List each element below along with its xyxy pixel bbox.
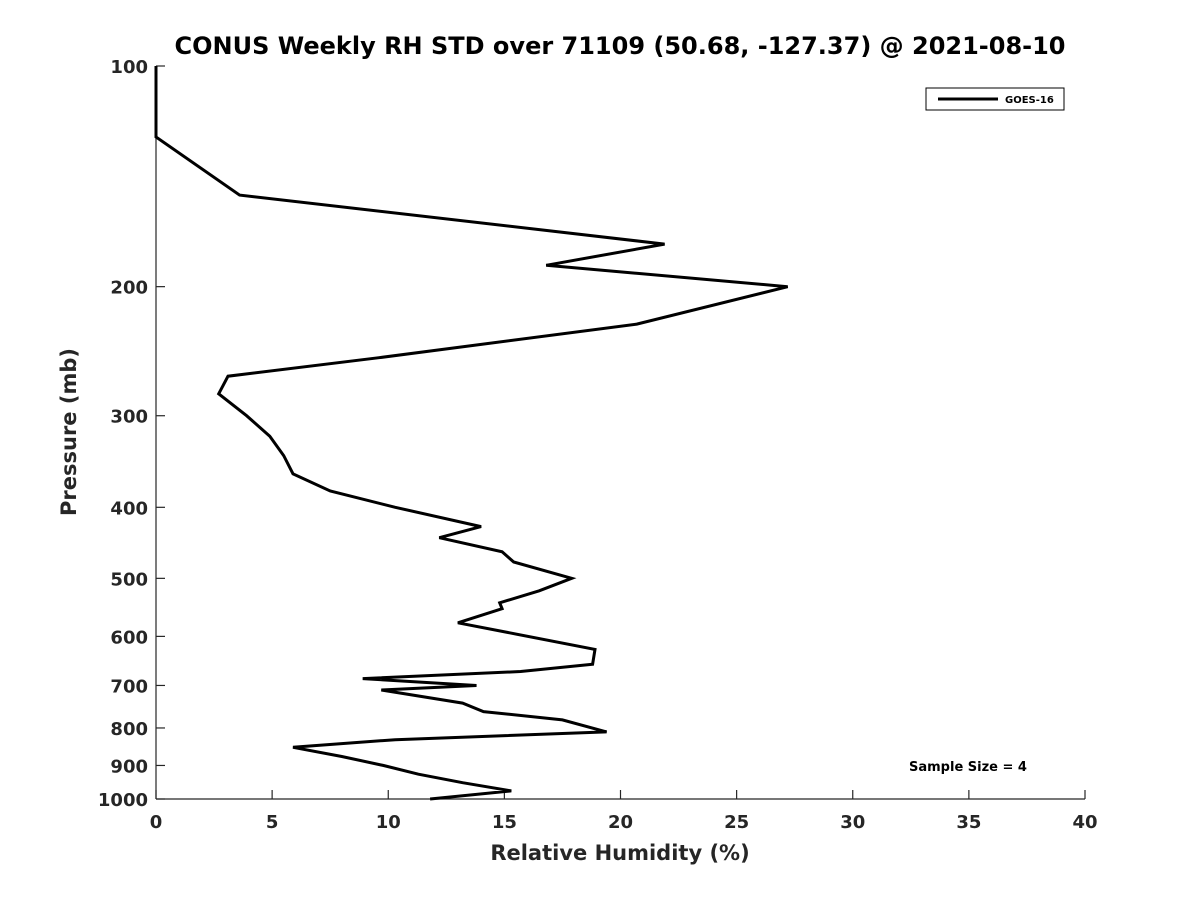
x-axis-label: Relative Humidity (%) (490, 841, 749, 865)
y-tick-label: 700 (110, 676, 148, 697)
x-tick-label: 0 (150, 812, 163, 833)
sample-size-annotation: Sample Size = 4 (909, 760, 1027, 775)
x-tick-label: 25 (724, 812, 749, 833)
y-tick-label: 300 (110, 407, 148, 428)
y-tick-label: 500 (110, 569, 148, 590)
y-tick-label: 800 (110, 719, 148, 740)
y-tick-label: 600 (110, 627, 148, 648)
series-line (154, 66, 789, 801)
chart-title: CONUS Weekly RH STD over 71109 (50.68, -… (174, 32, 1065, 60)
x-tick-label: 10 (376, 812, 401, 833)
y-tick-label: 400 (110, 498, 148, 519)
y-tick-label: 100 (110, 57, 148, 78)
x-tick-label: 35 (956, 812, 981, 833)
y-tick-label: 900 (110, 756, 148, 777)
y-tick-label: 1000 (98, 790, 148, 811)
legend: GOES-16 (925, 87, 1065, 111)
y-axis-label: Pressure (mb) (57, 348, 81, 516)
x-tick-label: 40 (1072, 812, 1097, 833)
x-tick-label: 5 (266, 812, 279, 833)
legend-label: GOES-16 (1005, 95, 1054, 106)
x-tick-label: 20 (608, 812, 633, 833)
x-tick-label: 30 (840, 812, 865, 833)
series-group (154, 66, 789, 801)
x-tick-label: 15 (492, 812, 517, 833)
x-ticks: 0 5 10 15 20 25 30 35 40 (150, 790, 1098, 833)
y-ticks: 100 200 300 400 500 600 700 800 900 1000 (98, 57, 165, 811)
y-tick-label: 200 (110, 278, 148, 299)
